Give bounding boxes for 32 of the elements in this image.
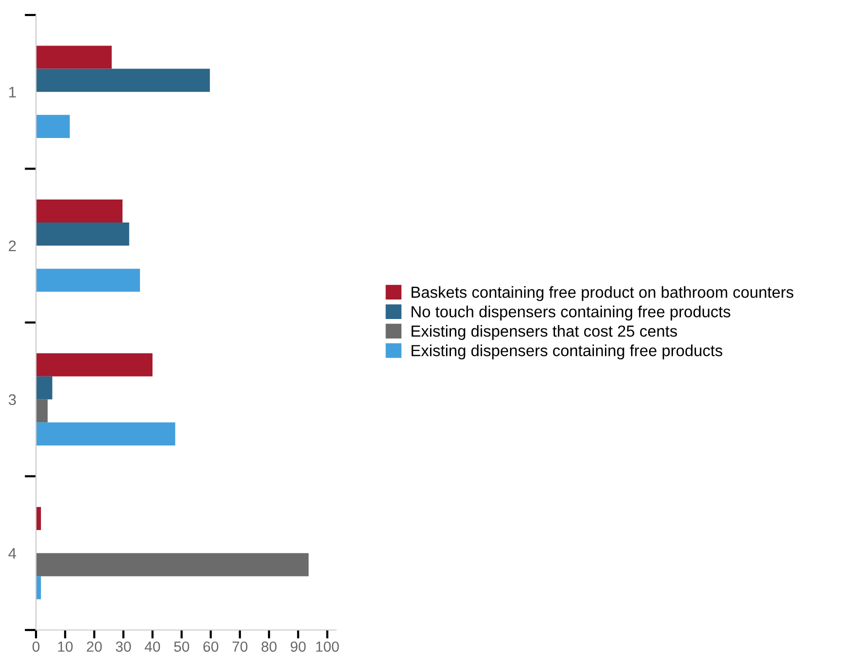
bar bbox=[36, 114, 70, 138]
y-tick-label: 2 bbox=[8, 240, 16, 252]
x-tick-label: 30 bbox=[116, 641, 131, 652]
x-tick-label: 50 bbox=[174, 641, 190, 652]
x-tick-label: 90 bbox=[290, 641, 306, 652]
x-tick-label: 60 bbox=[203, 641, 218, 652]
bar bbox=[36, 268, 140, 292]
legend-label: Existing dispensers that cost 25 cents bbox=[412, 325, 677, 340]
bar bbox=[36, 376, 52, 400]
y-tick-label: 3 bbox=[8, 394, 16, 406]
bar bbox=[36, 68, 210, 92]
bar bbox=[36, 200, 123, 223]
bar bbox=[36, 553, 309, 576]
legend-label: No touch dispensers containing free products bbox=[412, 306, 730, 321]
bar bbox=[36, 399, 48, 422]
x-tick-label: 70 bbox=[232, 641, 248, 652]
legend-label: Baskets containing free product on bathroom counters bbox=[412, 286, 794, 302]
y-tick-label: 1 bbox=[9, 86, 16, 98]
x-tick-label: 80 bbox=[262, 641, 277, 652]
x-tick-label: 0 bbox=[32, 641, 40, 652]
bar bbox=[36, 422, 176, 446]
x-tick-label: 40 bbox=[144, 641, 160, 652]
legend-label: Existing dispensers containing free products bbox=[412, 344, 722, 360]
x-tick-label: 20 bbox=[86, 641, 102, 652]
x-tick-label: 10 bbox=[58, 641, 73, 652]
bar bbox=[36, 46, 112, 69]
x-tick-label: 100 bbox=[316, 641, 339, 652]
bar bbox=[36, 353, 153, 376]
y-tick-label: 4 bbox=[8, 548, 16, 559]
bar bbox=[36, 576, 41, 600]
bar bbox=[36, 507, 41, 530]
bar bbox=[36, 222, 130, 246]
